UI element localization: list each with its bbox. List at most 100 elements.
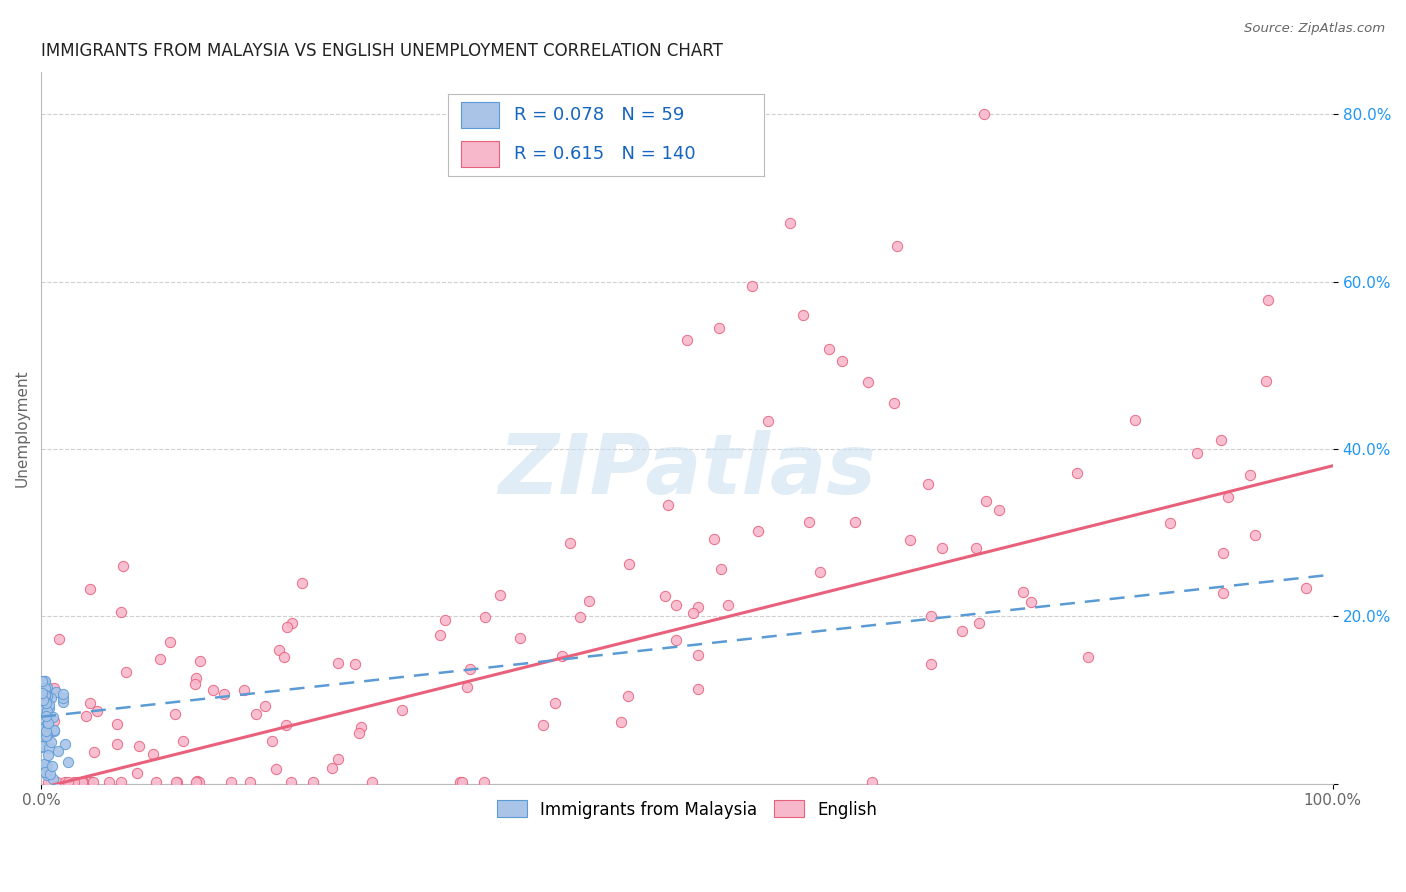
Point [831,354,853,368]
Point [35,724,58,739]
Point [34,688,56,702]
Point [688,648,710,662]
Point [254,699,277,714]
Point [58,756,80,770]
Point [32,702,55,716]
Point [72,775,94,789]
Point [886,239,908,253]
Point [973,107,995,121]
Point [188,654,211,668]
Point [808,566,831,580]
Point [657,498,679,512]
Point [799,516,821,530]
Point [37,715,59,730]
Point [703,532,725,546]
Point [239,775,262,789]
Point [42,714,65,728]
Text: Source: ZipAtlas.com: Source: ZipAtlas.com [1244,22,1385,36]
Point [931,541,953,556]
Point [44,681,66,695]
Point [34,676,56,690]
Point [32,673,55,688]
Point [920,608,942,623]
Point [219,775,242,789]
Point [682,607,704,621]
Point [974,494,997,508]
Point [262,734,284,748]
Point [159,635,181,649]
Point [31,686,53,700]
Point [551,649,574,664]
Point [34,674,56,689]
Point [186,671,208,685]
Point [1011,585,1033,599]
Point [361,775,384,789]
Point [86,704,108,718]
Point [1019,595,1042,609]
Point [610,715,633,730]
Point [110,775,132,789]
Point [321,761,343,775]
Point [201,682,224,697]
Point [326,751,349,765]
Point [128,739,150,753]
Point [1209,433,1232,447]
Text: ZIPatlas: ZIPatlas [498,430,876,511]
Point [142,747,165,761]
Point [31,740,53,755]
Point [233,682,256,697]
Point [166,775,188,789]
Point [186,773,208,788]
Point [276,620,298,634]
Point [75,708,97,723]
Point [34,759,56,773]
Point [39,691,62,706]
Point [280,615,302,630]
Point [53,737,76,751]
Point [42,772,65,786]
Point [149,652,172,666]
Point [709,320,731,334]
Point [883,396,905,410]
Point [686,599,709,614]
Point [917,477,939,491]
Point [187,775,209,789]
Point [1123,412,1146,426]
Point [79,582,101,596]
Point [35,758,58,772]
Point [1077,649,1099,664]
Point [39,766,62,780]
Point [31,739,53,753]
Point [41,723,63,738]
Point [276,718,298,732]
Point [34,684,56,698]
Point [856,375,879,389]
Point [568,610,591,624]
Point [676,333,699,347]
Point [1254,374,1277,388]
Point [37,748,59,763]
Y-axis label: Unemployment: Unemployment [15,369,30,487]
Point [53,775,76,789]
Point [1066,467,1088,481]
Point [145,775,167,789]
Point [35,709,58,723]
Point [31,673,53,688]
Point [31,690,53,704]
Point [474,610,496,624]
Point [37,718,59,732]
Point [34,765,56,780]
Point [46,744,69,758]
Point [792,308,814,322]
Point [1218,490,1240,504]
Point [429,627,451,641]
Point [717,598,740,612]
Point [350,720,373,734]
Point [756,414,779,428]
Point [107,716,129,731]
Point [110,605,132,619]
Point [301,775,323,789]
Point [326,657,349,671]
Point [32,757,55,772]
Point [32,724,55,739]
